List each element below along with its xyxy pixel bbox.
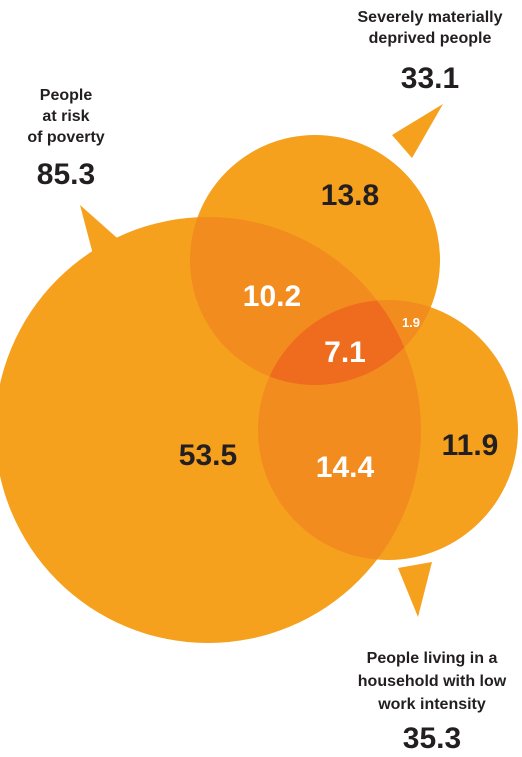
poverty-only-value: 53.5 [179, 439, 237, 472]
all-three-value: 7.1 [324, 336, 366, 369]
all-three-overlap [258, 300, 421, 385]
deprived-label: Severely materially deprived people 33.1 [358, 9, 503, 95]
deprived-title-line-2: deprived people [369, 30, 492, 47]
poverty-deprived-value: 10.2 [243, 280, 301, 313]
deprived-only-value: 13.8 [321, 179, 379, 212]
poverty-low-work-value: 14.4 [316, 451, 375, 484]
low-work-title-line-1: People living in a [367, 650, 498, 667]
poverty-title-line-3: of poverty [27, 129, 104, 146]
low-work-title-line-3: work intensity [377, 696, 486, 713]
low-work-title-line-2: household with low [358, 673, 507, 690]
low-work-total: 35.3 [403, 722, 461, 755]
poverty-title-line-1: People [40, 87, 93, 104]
low-work-only-value: 11.9 [442, 429, 499, 462]
poverty-label: People at risk of poverty 85.3 [27, 87, 104, 191]
low-work-label: People living in a household with low wo… [358, 650, 507, 755]
poverty-title-line-2: at risk [42, 108, 89, 125]
deprived-title-line-1: Severely materially [358, 9, 503, 26]
deprived-low-work-value: 1.9 [402, 315, 420, 330]
deprived-total: 33.1 [401, 62, 459, 95]
poverty-total: 85.3 [37, 158, 95, 191]
